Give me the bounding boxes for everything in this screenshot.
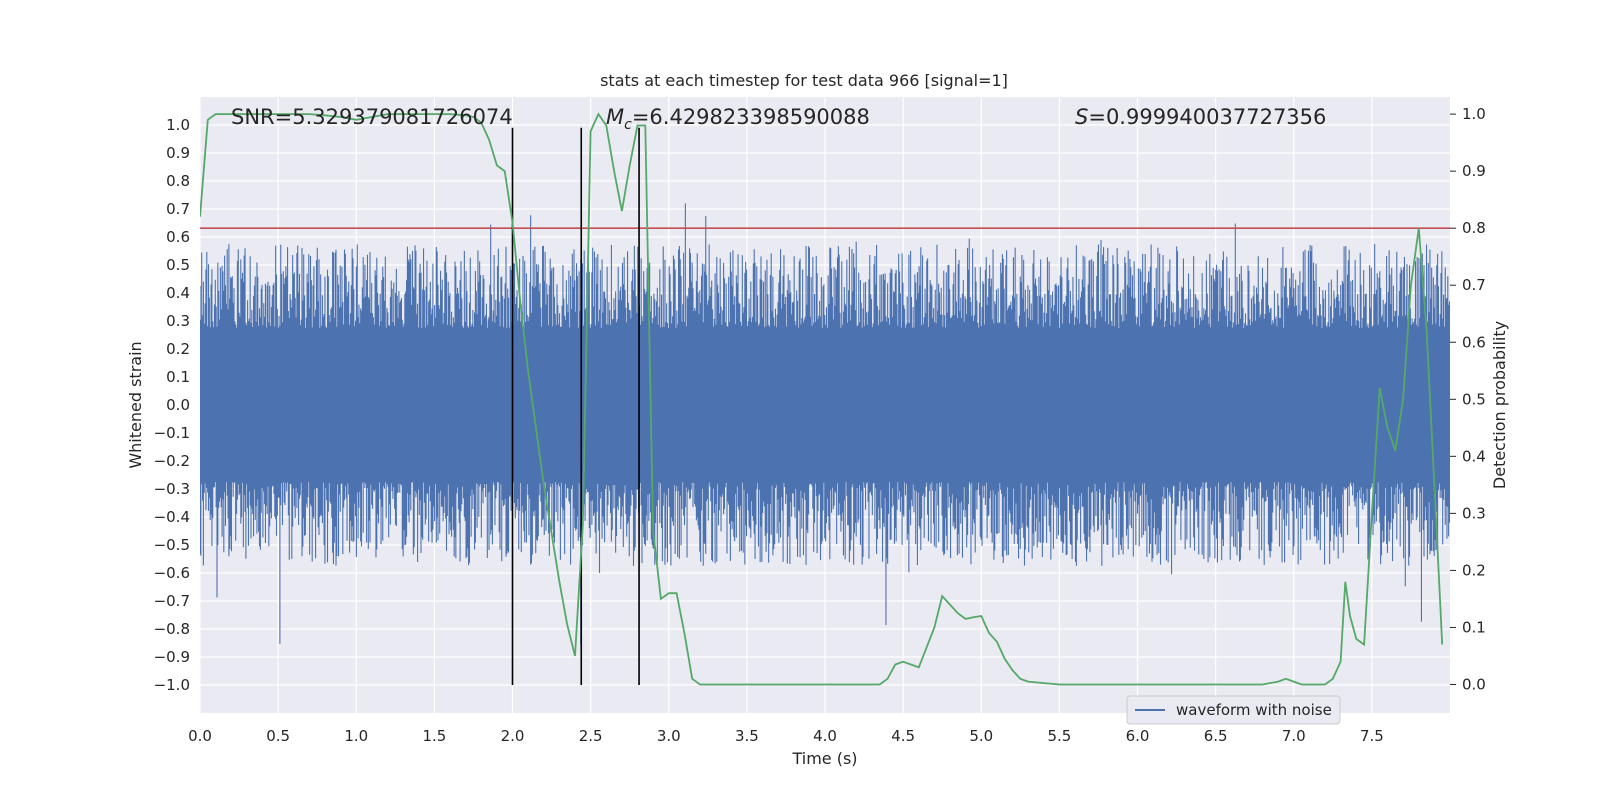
x-tick-label: 5.0 [969, 727, 993, 745]
x-tick-label: 1.0 [344, 727, 368, 745]
x-tick-label: 4.5 [891, 727, 915, 745]
y-tick-label-left: 0.0 [166, 396, 190, 414]
x-tick-label: 2.0 [501, 727, 525, 745]
y-tick-label-left: 0.9 [166, 144, 190, 162]
chirp-mass-subscript: c [624, 117, 632, 133]
y-tick-labels-left: 1.0 0.9 0.8 0.7 0.6 0.5 0.4 0.3 0.2 0.1 0.0 −0.1 −0.… [154, 116, 190, 694]
probability-line [200, 112, 1444, 686]
y-tick-label-left: −0.2 [154, 452, 190, 470]
chirp-mass-value: =6.429823398590088 [632, 105, 870, 129]
y-tick-label-left: −0.9 [154, 648, 190, 666]
y-tick-label-left: −0.4 [154, 508, 190, 526]
y-tick-label-right: 0.1 [1462, 618, 1486, 636]
waveform-path [200, 203, 1450, 645]
y-tick-labels-right: 1.0 0.9 0.8 0.7 0.6 0.5 0.4 0.3 0.2 0.1 0.0 [1450, 105, 1486, 693]
y-axis-label-right: Detection probability [1490, 321, 1509, 489]
y-tick-label-right: 1.0 [1462, 105, 1486, 123]
x-tick-label: 6.0 [1126, 727, 1150, 745]
chart-title: stats at each timestep for test data 966… [600, 71, 1008, 90]
y-tick-label-right: 0.2 [1462, 561, 1486, 579]
y-tick-label-right: 0.9 [1462, 162, 1486, 180]
x-tick-label: 1.5 [422, 727, 446, 745]
y-tick-label-left: −0.3 [154, 480, 190, 498]
snr-annotation: SNR=5.329379081726074 [231, 105, 513, 129]
y-tick-label-right: 0.7 [1462, 276, 1486, 294]
waveform-series [200, 203, 1450, 645]
y-tick-label-left: −0.5 [154, 536, 190, 554]
y-tick-label-right: 0.8 [1462, 219, 1486, 237]
y-tick-label-right: 0.3 [1462, 504, 1486, 522]
x-axis-label: Time (s) [791, 749, 857, 768]
x-tick-label: 3.5 [735, 727, 759, 745]
s-symbol: S [1075, 105, 1088, 129]
y-tick-label-left: −1.0 [154, 676, 190, 694]
s-value: =0.999940037727356 [1088, 105, 1326, 129]
y-tick-label-left: 0.3 [166, 312, 190, 330]
y-tick-label-left: 0.2 [166, 340, 190, 358]
legend-box [1126, 695, 1341, 725]
y-tick-label-left: 0.6 [166, 228, 190, 246]
x-tick-label: 7.5 [1360, 727, 1384, 745]
s-annotation: S=0.999940037727356 [1075, 105, 1326, 129]
y-tick-label-left: −0.7 [154, 592, 190, 610]
y-tick-label-right: 0.6 [1462, 333, 1486, 351]
x-tick-label: 7.0 [1282, 727, 1306, 745]
x-tick-label: 0.0 [188, 727, 212, 745]
y-tick-label-left: 0.4 [166, 284, 190, 302]
y-tick-label-right: 0.4 [1462, 447, 1486, 465]
chirp-mass-annotation: Mc=6.429823398590088 [606, 105, 870, 133]
y-axis-label-left: Whitened strain [126, 341, 145, 468]
x-tick-label: 2.5 [579, 727, 603, 745]
y-tick-label-left: 1.0 [166, 116, 190, 134]
x-tick-label: 6.5 [1204, 727, 1228, 745]
x-tick-label: 5.5 [1047, 727, 1071, 745]
y-tick-label-left: 0.5 [166, 256, 190, 274]
y-tick-label-left: 0.7 [166, 200, 190, 218]
x-tick-label: 3.0 [657, 727, 681, 745]
y-tick-label-left: −0.8 [154, 620, 190, 638]
y-tick-label-left: −0.6 [154, 564, 190, 582]
legend-label: waveform with noise [1176, 701, 1332, 719]
overlay-lines [200, 112, 1450, 686]
y-tick-label-left: 0.8 [166, 172, 190, 190]
y-tick-label-right: 0.5 [1462, 390, 1486, 408]
y-tick-label-left: 0.1 [166, 368, 190, 386]
legend: waveform with noise [1126, 695, 1341, 725]
chirp-mass-symbol: M [606, 105, 624, 129]
x-tick-label: 4.0 [813, 727, 837, 745]
y-tick-label-right: 0.0 [1462, 675, 1486, 693]
x-tick-label: 0.5 [266, 727, 290, 745]
x-tick-labels: 0.0 0.5 1.0 1.5 2.0 2.5 3.0 3.5 4.0 4.5 5.0 5.5 6.0 6… [188, 727, 1384, 745]
y-tick-label-left: −0.1 [154, 424, 190, 442]
